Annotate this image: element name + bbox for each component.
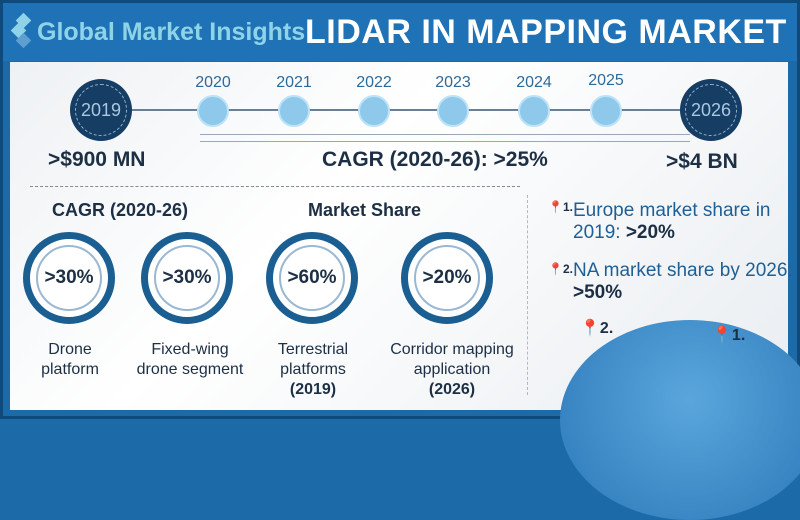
end-value: >$4 BN [666,150,738,173]
map-pin-na: 📍2. [580,320,614,337]
fixed-wing-label: Fixed-wing drone segment [136,341,244,378]
frame [0,0,800,419]
year-label: 2023 [435,74,471,91]
divider [527,195,528,395]
drone-label: Drone platform [41,341,99,378]
timeline-dot [197,95,229,127]
page-title: LIDAR IN MAPPING MARKET [305,13,787,51]
arrow-line [200,141,690,142]
year-2026-circle: 2026 [680,79,742,141]
timeline-dot [278,95,310,127]
pin-icon: 📍2. [548,262,573,276]
year-label: 2025 [588,72,624,89]
logo: Global Market Insights [10,12,306,49]
year-label: 2020 [195,74,231,91]
year-2019-circle: 2019 [70,79,132,141]
timeline-line [100,109,720,111]
logo-text: Global Market Insights [37,17,306,46]
map-pin-europe: 📍1. [712,327,746,344]
corridor-ring: >20% [401,232,493,324]
share-heading: Market Share [308,200,422,220]
start-value: >$900 MN [48,148,146,171]
timeline-dot [437,95,469,127]
logo-diamond-icon [10,12,33,49]
year-label: 2022 [356,74,392,91]
arrow-line [200,134,690,135]
drone-ring: >30% [23,232,115,324]
globe-image [560,320,800,520]
divider [30,186,520,187]
europe-share: Europe market share in 2019: >20% [573,200,771,243]
year-label: 2021 [276,74,312,91]
corridor-label: Corridor mapping application (2026) [390,341,514,398]
timeline-dot [358,95,390,127]
terrestrial-ring: >60% [266,232,358,324]
terrestrial-label: Terrestrial platforms (2019) [277,341,349,398]
year-label: 2024 [516,74,552,91]
cagr-heading: CAGR (2020-26) [52,200,189,220]
timeline-dot [518,95,550,127]
na-share: NA market share by 2026: >50% [573,260,793,303]
pin-icon: 📍1. [548,200,573,214]
fixed-wing-ring: >30% [141,232,233,324]
cagr-value: CAGR (2020-26): >25% [322,148,548,171]
header: Global Market Insights LIDAR IN MAPPING … [3,3,797,61]
timeline-dot [590,95,622,127]
